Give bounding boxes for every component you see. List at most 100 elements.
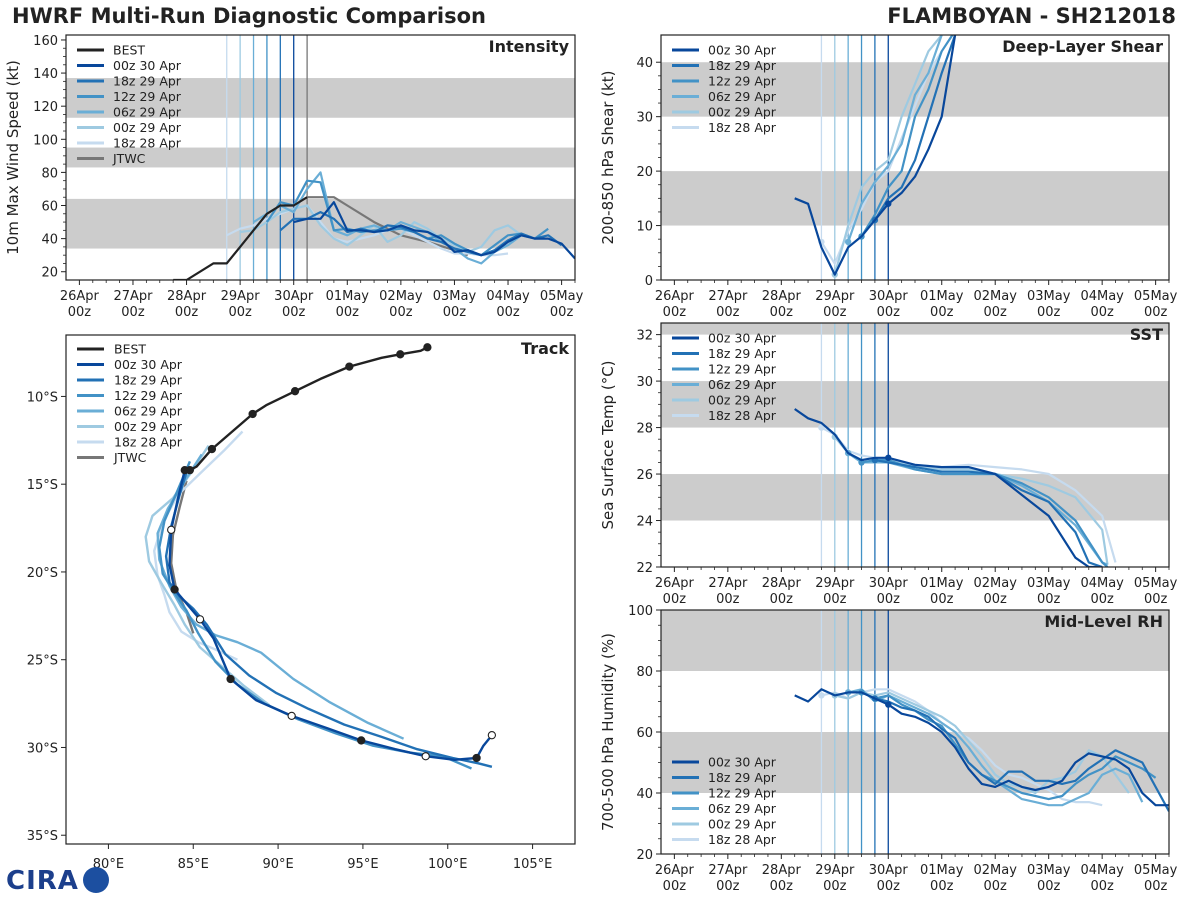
intensity-panel-title: Intensity — [489, 37, 570, 56]
sst-ytick-label: 24 — [636, 515, 653, 530]
sst-xtick-label-hour: 00z — [1037, 592, 1061, 607]
track-position-marker — [248, 409, 257, 419]
track-position-marker — [170, 585, 179, 594]
shear-series-18z-29-apr — [873, 35, 957, 221]
rh-xtick-label-hour: 00z — [823, 879, 847, 894]
cira-logo: CIRA — [6, 866, 109, 896]
intensity-xtick-label-hour: 00z — [121, 305, 145, 320]
rh-xtick-label-day: 05May — [1134, 863, 1178, 878]
track-panel-title: Track — [521, 339, 569, 358]
intensity-xtick-label-day: 27Apr — [113, 289, 153, 304]
rh-xtick-label-hour: 00z — [1037, 879, 1061, 894]
rh-xtick-label-day: 29Apr — [815, 863, 855, 878]
shear-legend-label: 18z 28 Apr — [708, 120, 777, 135]
intensity-legend-label: BEST — [113, 43, 145, 58]
shear-series-00z-29-apr — [833, 35, 943, 275]
track-position-marker — [396, 350, 405, 359]
rh-legend-label: 12z 29 Apr — [708, 786, 777, 801]
intensity-ytick-label: 60 — [41, 200, 58, 215]
shear-xtick-label-hour: 00z — [930, 305, 954, 320]
sst-ytick-label: 26 — [636, 468, 653, 483]
shear-legend-label: 12z 29 Apr — [708, 74, 777, 89]
intensity-series-00z-30-apr — [293, 201, 575, 260]
figure-title: HWRF Multi-Run Diagnostic Comparison — [12, 4, 487, 28]
track-plot-area — [144, 343, 497, 770]
intensity-xtick-label-day: 30Apr — [274, 289, 314, 304]
track-frame — [65, 334, 576, 845]
sst-ytick-label: 30 — [636, 375, 653, 390]
rh-ytick-label: 60 — [636, 726, 653, 741]
shear-series-12z-29-apr — [860, 35, 954, 237]
shear-panel: 01020304026Apr00z27Apr00z28Apr00z29Apr00… — [599, 34, 1178, 320]
intensity-xtick-label-hour: 00z — [282, 305, 306, 320]
sst-ytick-label: 28 — [636, 422, 653, 437]
intensity-xtick-label-day: 29Apr — [221, 289, 261, 304]
shear-xtick-label-day: 29Apr — [815, 289, 855, 304]
intensity-legend-label: 12z 29 Apr — [113, 89, 182, 104]
rh-xtick-label-day: 04May — [1080, 863, 1124, 878]
shear-xtick-label-day: 02May — [973, 289, 1017, 304]
sst-legend-label: 00z 30 Apr — [708, 331, 777, 346]
intensity-legend-label: 00z 30 Apr — [113, 58, 182, 73]
intensity-ytick-label: 120 — [33, 100, 58, 115]
storm-name-title: FLAMBOYAN - SH212018 — [887, 4, 1176, 28]
rh-xtick-label-hour: 00z — [663, 879, 687, 894]
track-series-00z-30-apr — [168, 469, 493, 761]
track-position-marker — [226, 674, 235, 684]
sst-xtick-label-hour: 00z — [1144, 592, 1168, 607]
sst-ytick-label: 22 — [636, 561, 653, 576]
shear-xtick-label-hour: 00z — [663, 305, 687, 320]
track-ytick-label: 15°S — [27, 478, 58, 493]
globe-icon — [82, 867, 109, 893]
rh-ytick-label: 100 — [628, 604, 653, 619]
track-legend-label: BEST — [114, 342, 146, 357]
shear-xtick-label-hour: 00z — [877, 305, 901, 320]
intensity-legend-label: 18z 28 Apr — [113, 136, 182, 151]
intensity-legend-label: 00z 29 Apr — [113, 120, 182, 135]
intensity-xtick-label-hour: 00z — [336, 305, 360, 320]
track-position-marker — [421, 752, 430, 761]
track-position-marker — [195, 615, 205, 624]
track-ytick-label: 35°S — [27, 829, 58, 844]
intensity-legend-label: JTWC — [112, 151, 146, 166]
rh-xtick-label-day: 03May — [1027, 863, 1071, 878]
shear-xtick-label-day: 04May — [1080, 289, 1124, 304]
rh-xtick-label-hour: 00z — [716, 879, 740, 894]
intensity-series-00z-29-apr — [239, 204, 523, 253]
shear-ytick-label: 10 — [636, 220, 653, 235]
intensity-xtick-label-day: 01May — [326, 289, 370, 304]
track-position-marker — [287, 711, 296, 721]
intensity-ytick-label: 80 — [41, 166, 58, 181]
intensity-band-1 — [66, 147, 575, 168]
shear-plot-area — [661, 35, 1169, 280]
rh-xtick-label-day: 27Apr — [708, 863, 748, 878]
shear-ytick-label: 20 — [636, 165, 653, 180]
intensity-xtick-label-day: 02May — [379, 289, 423, 304]
track-legend-label: 06z 29 Apr — [114, 404, 183, 419]
intensity-xtick-label-hour: 00z — [550, 305, 574, 320]
track-legend-label: 00z 29 Apr — [114, 419, 183, 434]
track-series-18z-29-apr — [164, 466, 493, 768]
intensity-ytick-label: 20 — [41, 266, 58, 281]
intensity-xtick-label-hour: 00z — [175, 305, 199, 320]
sst-panel-title: SST — [1130, 325, 1163, 344]
rh-band-1 — [661, 610, 1169, 671]
track-panel: 80°E 85°E 90°E 95°E 100°E 105°E10°S15°S20°S25… — [27, 334, 576, 872]
intensity-band-2 — [66, 78, 575, 118]
shear-xtick-label-hour: 00z — [984, 305, 1008, 320]
rh-xtick-label-day: 01May — [920, 863, 964, 878]
rh-init-point-18z-28-apr — [818, 692, 825, 699]
sst-series-00z-30-apr — [794, 408, 1103, 567]
shear-xtick-label-hour: 00z — [770, 305, 794, 320]
track-legend-label: 18z 29 Apr — [114, 373, 183, 388]
track-legend-label: 18z 28 Apr — [114, 435, 183, 450]
sst-xtick-label-hour: 00z — [770, 592, 794, 607]
track-series-12z-29-apr — [158, 460, 472, 770]
intensity-xtick-label-hour: 00z — [443, 305, 467, 320]
intensity-ytick-label: 40 — [41, 233, 58, 248]
rh-plot-area — [661, 610, 1169, 854]
shear-xtick-label-day: 05May — [1134, 289, 1178, 304]
shear-legend-label: 18z 29 Apr — [708, 58, 777, 73]
track-ytick-label: 20°S — [27, 566, 58, 581]
rh-series-18z-29-apr — [874, 697, 1169, 812]
